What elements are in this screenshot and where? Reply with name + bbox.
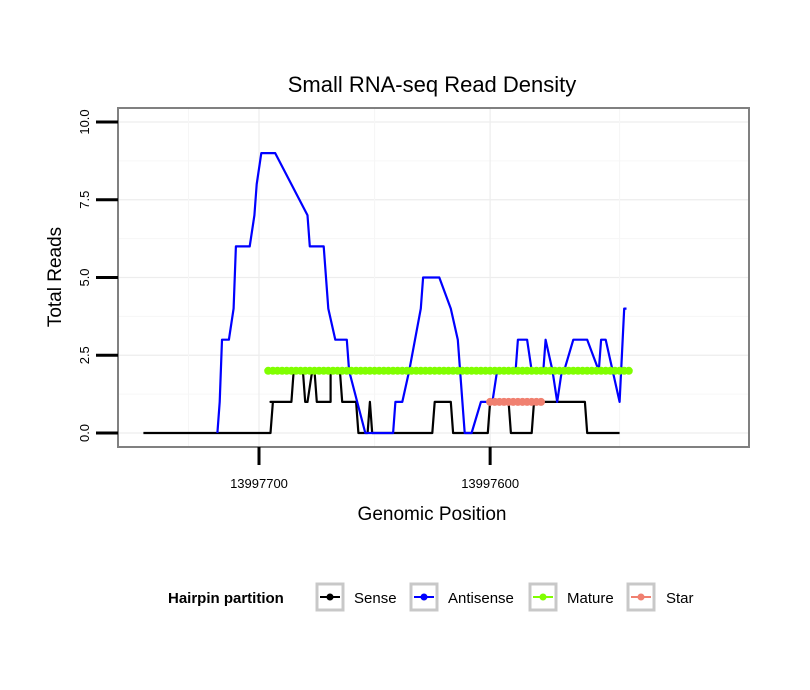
sense-line (143, 369, 620, 435)
axis-layer: 0.0 2.5 5.0 7.5 10.0 13997700 13997600 (77, 109, 519, 491)
y-tick-label-3: 7.5 (77, 191, 92, 209)
x-tick-label-0: 13997700 (230, 476, 288, 491)
star-point-11 (537, 397, 545, 406)
legend-label-sense: Sense (354, 590, 397, 607)
legend-label-antisense: Antisense (448, 590, 514, 607)
legend-title: Hairpin partition (168, 590, 284, 607)
chart-title: Small RNA-seq Read Density (288, 72, 577, 97)
legend-swatch-dot-sense (326, 593, 334, 601)
legend-label-star: Star (666, 590, 694, 607)
legend-swatch-dot-mature (539, 593, 547, 601)
y-tick-label-1: 2.5 (77, 346, 92, 364)
series-layer (143, 152, 633, 435)
legend-swatch-dot-antisense (420, 593, 428, 601)
y-axis-title: Total Reads (45, 227, 66, 327)
mature-point-78 (624, 366, 633, 375)
legend-swatch-dot-star (637, 593, 645, 601)
antisense-line (216, 152, 627, 435)
y-tick-label-0: 0.0 (77, 424, 92, 442)
legend: Hairpin partition Sense Antisense Mature St… (168, 582, 694, 612)
x-tick-label-1: 13997600 (461, 476, 519, 491)
y-tick-label-2: 5.0 (77, 268, 92, 286)
y-tick-label-4: 10.0 (77, 109, 92, 134)
x-axis-title: Genomic Position (358, 504, 507, 525)
legend-label-mature: Mature (567, 590, 614, 607)
